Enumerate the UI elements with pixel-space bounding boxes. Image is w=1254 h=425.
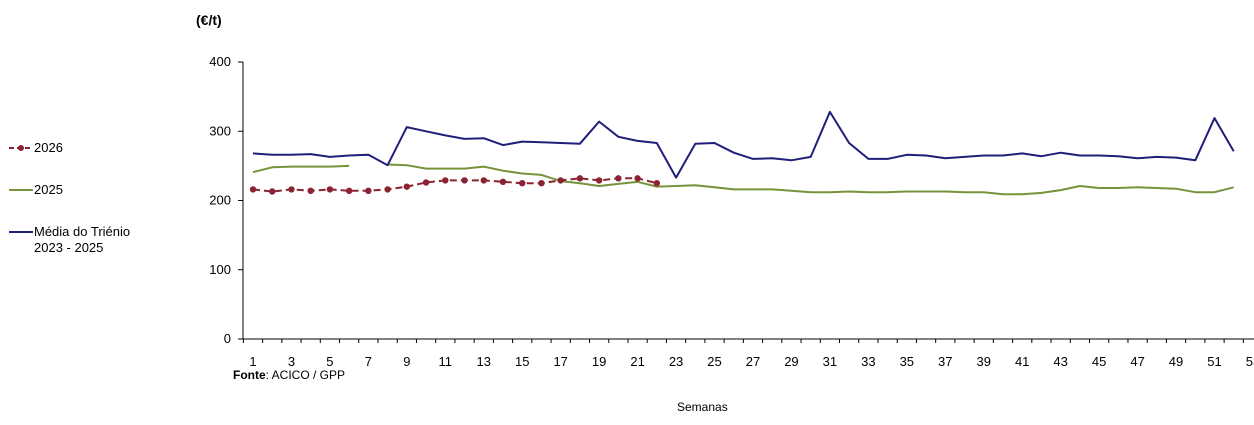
legend-label-line-1: Média do Triénio	[34, 224, 130, 239]
x-tick-label: 17	[553, 354, 567, 369]
series-line-m-dia-do-tri-nio-2023-2025	[253, 112, 1234, 178]
data-point-2026	[481, 177, 487, 183]
data-point-2026	[288, 186, 294, 192]
data-point-2026	[346, 188, 352, 194]
x-tick-label: 9	[403, 354, 410, 369]
data-point-2026	[269, 188, 275, 194]
data-point-2026	[404, 183, 410, 189]
data-point-2026	[654, 180, 660, 186]
source-note: Fonte: ACICO / GPP	[233, 368, 345, 382]
x-tick-label: 15	[515, 354, 529, 369]
x-tick-label: 43	[1053, 354, 1067, 369]
data-point-2026	[596, 177, 602, 183]
legend-label-line-2: 2023 - 2025	[34, 240, 103, 255]
data-point-2026	[327, 186, 333, 192]
x-tick-label: 13	[477, 354, 491, 369]
x-tick-label: 31	[823, 354, 837, 369]
data-point-2026	[365, 188, 371, 194]
x-tick-label: 37	[938, 354, 952, 369]
x-tick-label: 27	[746, 354, 760, 369]
x-tick-label: 47	[1130, 354, 1144, 369]
legend-item-media-trienio: Média do Triénio 2023 - 2025	[8, 224, 130, 256]
x-tick-label: 29	[784, 354, 798, 369]
x-tick-label: 7	[365, 354, 372, 369]
legend-item-2025: 2025	[8, 182, 63, 198]
series-layer	[250, 112, 1234, 195]
x-tick-label: 5	[326, 354, 333, 369]
y-tick-label: 400	[209, 54, 231, 69]
x-tick-label: 25	[707, 354, 721, 369]
data-point-2026	[307, 188, 313, 194]
data-point-2026	[461, 177, 467, 183]
y-tick-label: 100	[209, 262, 231, 277]
series-line-2025	[388, 165, 1234, 195]
series-line-2025	[253, 166, 349, 172]
data-point-2026	[519, 180, 525, 186]
x-tick-label: 1	[249, 354, 256, 369]
x-tick-label: 51	[1207, 354, 1221, 369]
y-tick-label: 0	[224, 331, 231, 346]
data-point-2026	[615, 175, 621, 181]
legend-swatch-2025	[8, 182, 34, 198]
data-point-2026	[538, 180, 544, 186]
x-tick-label: 33	[861, 354, 875, 369]
legend-swatch-2026	[8, 140, 34, 156]
data-point-2026	[442, 177, 448, 183]
data-point-2026	[577, 175, 583, 181]
x-tick-label: 19	[592, 354, 606, 369]
y-tick-label: 200	[209, 193, 231, 208]
data-point-2026	[384, 186, 390, 192]
x-tick-label: 11	[439, 354, 453, 369]
legend-label-media-trienio: Média do Triénio 2023 - 2025	[34, 224, 130, 256]
source-text: : ACICO / GPP	[266, 368, 345, 382]
x-tick-label: 53	[1246, 354, 1254, 369]
data-point-2026	[634, 175, 640, 181]
source-label: Fonte	[233, 368, 266, 382]
x-tick-label: 3	[288, 354, 295, 369]
x-tick-label: 49	[1169, 354, 1183, 369]
x-tick-label: 21	[630, 354, 644, 369]
y-tick-label: 300	[209, 123, 231, 138]
y-axis-unit-label: (€/t)	[196, 12, 222, 28]
data-point-2026	[557, 177, 563, 183]
x-tick-label: 23	[669, 354, 683, 369]
data-point-2026	[250, 186, 256, 192]
x-tick-label: 45	[1092, 354, 1106, 369]
legend-swatch-media-trienio	[8, 224, 34, 240]
data-point-2026	[423, 179, 429, 185]
x-tick-label: 41	[1015, 354, 1029, 369]
x-axis-title: Semanas	[677, 400, 728, 414]
legend-label-2025: 2025	[34, 182, 63, 198]
data-point-2026	[500, 179, 506, 185]
legend-item-2026: 2026	[8, 140, 63, 156]
x-tick-label: 39	[977, 354, 991, 369]
x-tick-label: 35	[900, 354, 914, 369]
legend-label-2026: 2026	[34, 140, 63, 156]
